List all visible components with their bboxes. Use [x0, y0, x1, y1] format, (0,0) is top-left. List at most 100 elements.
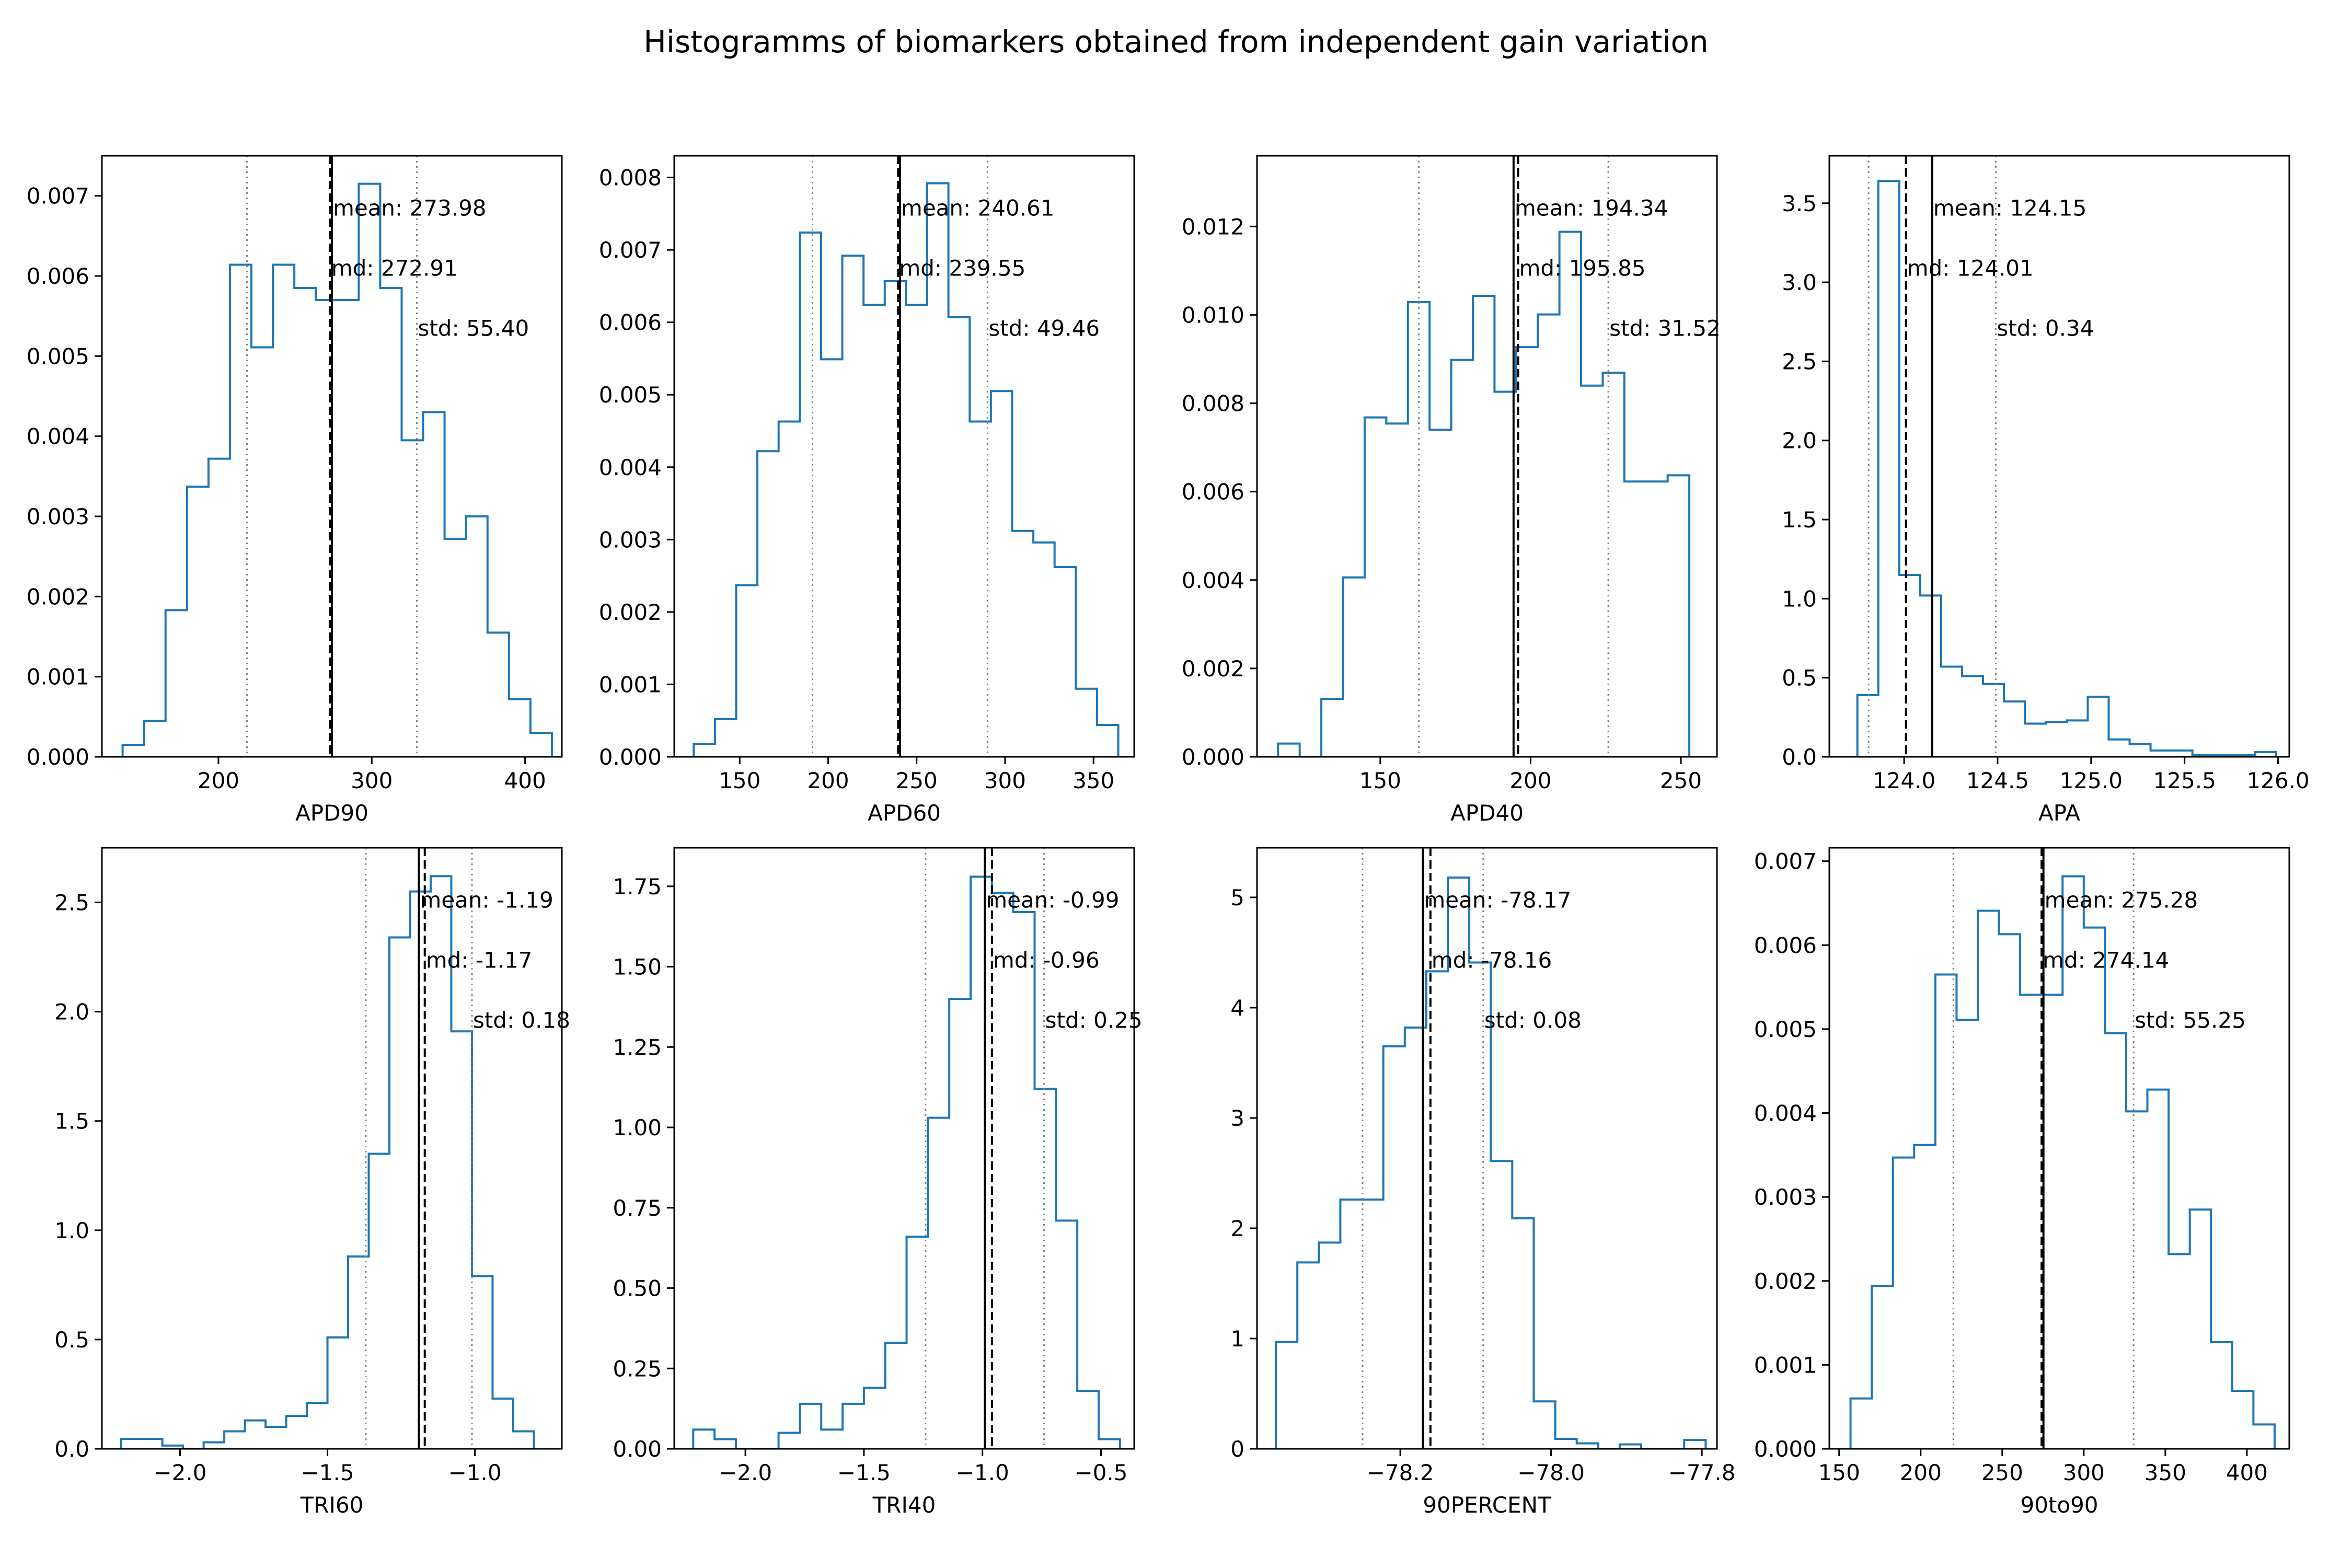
axes-frame [673, 847, 1135, 1450]
y-tick-label: 0.000 [27, 744, 89, 770]
y-tick-label: 0.002 [27, 584, 89, 609]
median-annotation: md: 274.14 [2043, 948, 2169, 973]
axes-frame [101, 155, 563, 758]
y-tick-label: 1.0 [54, 1218, 89, 1243]
histogram-bars [1849, 875, 2276, 1449]
x-axis-label: APA [2038, 800, 2080, 826]
std-annotation: std: 0.18 [473, 1008, 570, 1033]
x-tick-label: 150 [1818, 1460, 1860, 1485]
x-tick-label: 250 [1981, 1460, 2023, 1485]
x-tick-label: −1.0 [448, 1460, 502, 1485]
x-tick-label: 300 [2063, 1460, 2105, 1485]
y-tick-label: 0.000 [1754, 1436, 1817, 1462]
y-tick-label: 1.25 [613, 1034, 662, 1060]
histogram-panel-4: 124.0 124.5 125.0 125.5 126.0 0.0 0.5 1.0 1.5 2.0… [1782, 155, 2310, 826]
x-tick-label: −1.5 [837, 1460, 891, 1485]
y-tick-label: 0.004 [1754, 1101, 1817, 1126]
x-axis-label: TRI60 [300, 1492, 364, 1518]
y-tick-label: 0.002 [599, 599, 662, 625]
std-annotation: std: 55.40 [418, 316, 529, 341]
x-tick-label: 125.5 [2153, 768, 2216, 793]
x-tick-label: 200 [1509, 768, 1551, 793]
median-annotation: md: 124.01 [1907, 256, 2034, 281]
x-tick-label: 124.5 [1966, 768, 2029, 793]
axes-frame [1256, 847, 1718, 1450]
y-tick-label: 0.008 [1182, 391, 1244, 417]
y-tick-label: 0.005 [1754, 1017, 1817, 1042]
y-tick-label: 3 [1230, 1105, 1244, 1131]
y-tick-label: 0.010 [1182, 302, 1244, 328]
std-annotation: std: 0.34 [1997, 316, 2094, 341]
histogram-panel-6: −2.0 −1.5 −1.0 −0.5 0.00 0.25 0.50 0.75 1.00 1.25… [613, 847, 1143, 1518]
x-tick-label: −1.0 [956, 1460, 1009, 1485]
x-tick-label: −1.5 [301, 1460, 354, 1485]
std-annotation: std: 0.08 [1484, 1008, 1582, 1033]
x-tick-label: 150 [719, 768, 760, 793]
y-tick-label: 0.003 [1754, 1184, 1817, 1210]
histogram-panel-5: −2.0 −1.5 −1.0 0.0 0.5 1.0 1.5 2.0 2.5 TRI60 mean:… [54, 847, 570, 1518]
y-tick-label: 0.007 [27, 183, 89, 209]
histogram-bars [1277, 230, 1691, 757]
y-tick-label: 1.0 [1782, 586, 1817, 612]
histogram-bars [1856, 180, 2277, 757]
median-annotation: md: -0.96 [993, 948, 1100, 973]
axes-frame [1828, 155, 2290, 758]
histogram-bars [692, 875, 1121, 1449]
mean-annotation: mean: -0.99 [986, 887, 1119, 913]
axes-frame [1256, 155, 1718, 758]
histogram-bars [693, 182, 1120, 757]
y-tick-label: 0.50 [613, 1276, 662, 1301]
x-tick-label: 250 [896, 768, 938, 793]
y-tick-label: 2 [1230, 1216, 1244, 1241]
y-tick-label: 1.75 [613, 874, 662, 900]
median-annotation: md: 195.85 [1519, 256, 1646, 281]
histogram-panel-1: 200 300 400 0.000 0.001 0.002 0.003 0.004 0.005 0… [27, 155, 563, 826]
x-tick-label: 350 [1073, 768, 1114, 793]
y-tick-label: 1.50 [613, 954, 662, 980]
figure-title: Histogramms of biomarkers obtained from … [643, 24, 1708, 60]
y-tick-label: 0.005 [599, 382, 662, 408]
std-annotation: std: 49.46 [988, 316, 1100, 341]
y-tick-label: 0.012 [1182, 214, 1244, 239]
y-tick-label: 0.007 [599, 237, 662, 263]
y-tick-label: 2.0 [1782, 428, 1817, 454]
x-tick-label: 350 [2145, 1460, 2186, 1485]
histogram-bars [1275, 876, 1707, 1449]
std-annotation: std: 31.52 [1609, 316, 1721, 341]
y-tick-label: 0.004 [599, 455, 662, 480]
mean-annotation: mean: -78.17 [1424, 887, 1571, 913]
y-tick-label: 0.006 [27, 263, 89, 289]
mean-annotation: mean: 194.34 [1515, 195, 1668, 221]
y-tick-label: 0.25 [613, 1356, 662, 1381]
y-tick-label: 1 [1230, 1326, 1244, 1352]
panels: 200 300 4000.0000.0010.0020.0030.0040.0050… [27, 155, 2310, 1518]
y-tick-label: 0.000 [1182, 744, 1244, 770]
mean-annotation: mean: 124.15 [1933, 195, 2087, 221]
y-tick-label: 0.006 [599, 310, 662, 336]
x-axis-label: TRI40 [872, 1492, 936, 1518]
histogram-panel-2: 150 200 250 300 350 0.000 0.001 0.002 0.003 0.004… [599, 155, 1135, 826]
y-tick-label: 3.5 [1782, 191, 1817, 216]
x-tick-label: −2.0 [153, 1460, 206, 1485]
x-tick-label: 125.0 [2060, 768, 2123, 793]
axes-frame [1828, 847, 2290, 1450]
std-annotation: std: 55.25 [2135, 1008, 2246, 1033]
y-tick-label: 0.006 [1182, 479, 1244, 505]
x-tick-label: 200 [1900, 1460, 1942, 1485]
mean-annotation: mean: 273.98 [333, 195, 487, 221]
x-axis-label: APD60 [868, 800, 941, 826]
y-tick-label: 0.000 [599, 744, 662, 770]
y-tick-label: 0 [1230, 1436, 1244, 1462]
std-annotation: std: 0.25 [1045, 1008, 1143, 1033]
histogram-bars [120, 875, 535, 1449]
x-tick-label: 250 [1660, 768, 1702, 793]
y-tick-label: 0.00 [613, 1436, 662, 1462]
mean-annotation: mean: 240.61 [901, 195, 1055, 221]
y-tick-label: 0.006 [1754, 932, 1817, 958]
mean-annotation: mean: 275.28 [2045, 887, 2198, 913]
x-tick-label: 124.0 [1873, 768, 1935, 793]
x-tick-label: 300 [351, 768, 393, 793]
x-axis-label: APD40 [1450, 800, 1524, 826]
y-tick-label: 0.75 [613, 1195, 662, 1221]
histogram-panel-7: −78.2 −78.0 −77.8 0 1 2 3 4 5 90PERCENT mean: -78.… [1230, 847, 1736, 1518]
